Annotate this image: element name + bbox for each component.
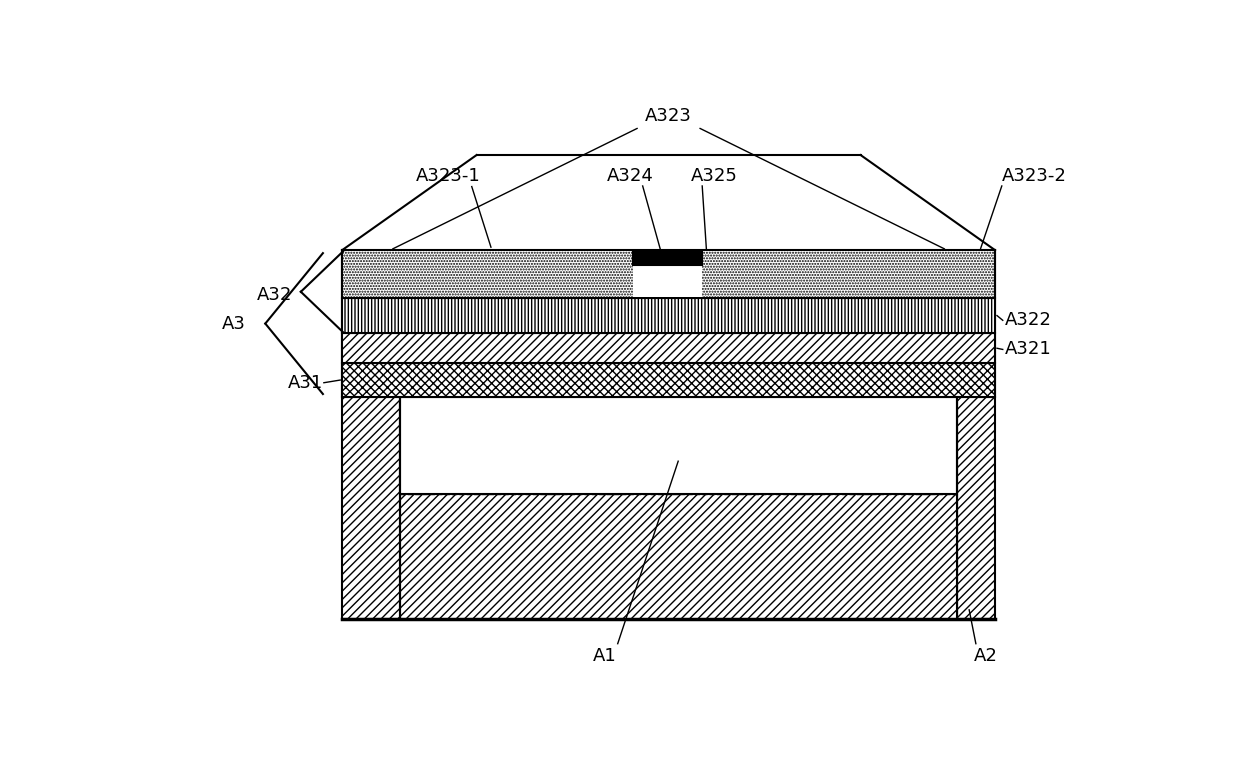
Bar — [342, 250, 995, 298]
Text: A322: A322 — [1005, 311, 1052, 330]
Text: A321: A321 — [1005, 340, 1052, 358]
Text: A32: A32 — [256, 286, 292, 303]
Text: A3: A3 — [222, 314, 247, 333]
Text: A31: A31 — [287, 374, 323, 391]
Text: A323-1: A323-1 — [415, 167, 481, 185]
Bar — [342, 397, 400, 618]
Text: A323: A323 — [646, 107, 693, 125]
Bar — [342, 334, 995, 363]
Text: A323-2: A323-2 — [1002, 167, 1067, 185]
Bar — [400, 397, 957, 494]
Text: A2: A2 — [974, 647, 997, 665]
Bar — [400, 494, 957, 618]
Text: A325: A325 — [690, 167, 737, 185]
Text: A1: A1 — [592, 647, 616, 665]
Bar — [342, 363, 995, 397]
Bar — [342, 298, 995, 334]
Bar — [633, 252, 703, 296]
Bar — [957, 397, 995, 618]
Bar — [633, 252, 703, 265]
Text: A324: A324 — [607, 167, 654, 185]
